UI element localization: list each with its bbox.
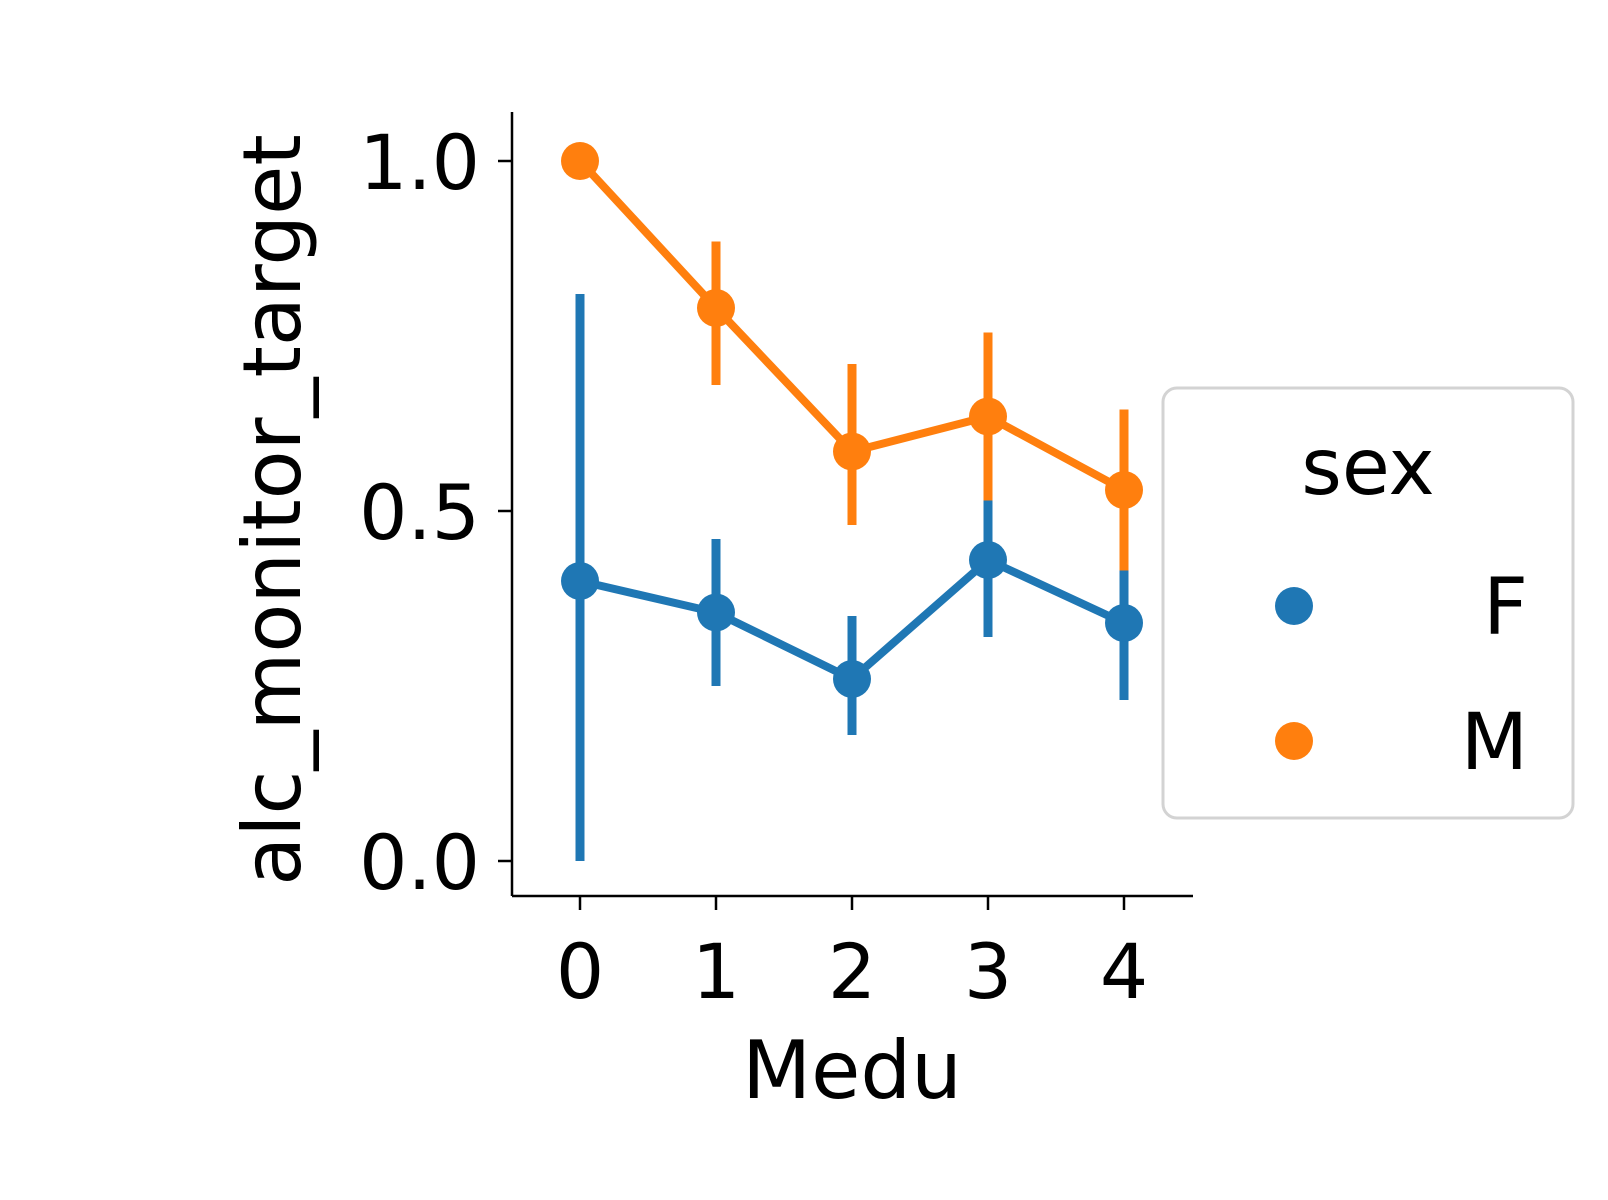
ticks: 0 1 2 3 4 0.0 0.5 1.0 [359,118,1148,1016]
y-tick-label-0.5: 0.5 [359,468,480,557]
legend-title: sex [1301,423,1434,513]
point-M-4 [1105,471,1143,509]
legend-marker-M [1275,722,1313,760]
x-axis-label: Medu [742,1024,962,1117]
y-axis-label: alc_monitor_target [226,134,319,885]
y-tick-label-0.0: 0.0 [359,818,480,907]
legend-marker-F [1275,587,1313,625]
x-tick-label-3: 3 [964,927,1012,1016]
x-tick-label-2: 2 [828,927,876,1016]
point-M-0 [561,142,599,180]
legend: sex FM [1161,386,1575,820]
point-M-3 [969,397,1007,436]
point-F-2 [833,660,871,698]
legend-frame [1161,386,1575,820]
x-tick-label-1: 1 [692,927,740,1016]
point-M-2 [833,432,871,471]
y-tick-label-1.0: 1.0 [359,118,480,207]
legend-label-M: M [1461,698,1528,788]
point-F-4 [1105,604,1143,642]
point-F-1 [697,593,735,632]
point-M-1 [697,289,735,327]
legend-label-F: F [1483,563,1528,653]
point-F-3 [969,541,1007,579]
x-tick-label-0: 0 [556,927,604,1016]
point-F-0 [561,562,599,600]
plot-area [561,142,1143,861]
x-tick-label-4: 4 [1100,927,1148,1016]
